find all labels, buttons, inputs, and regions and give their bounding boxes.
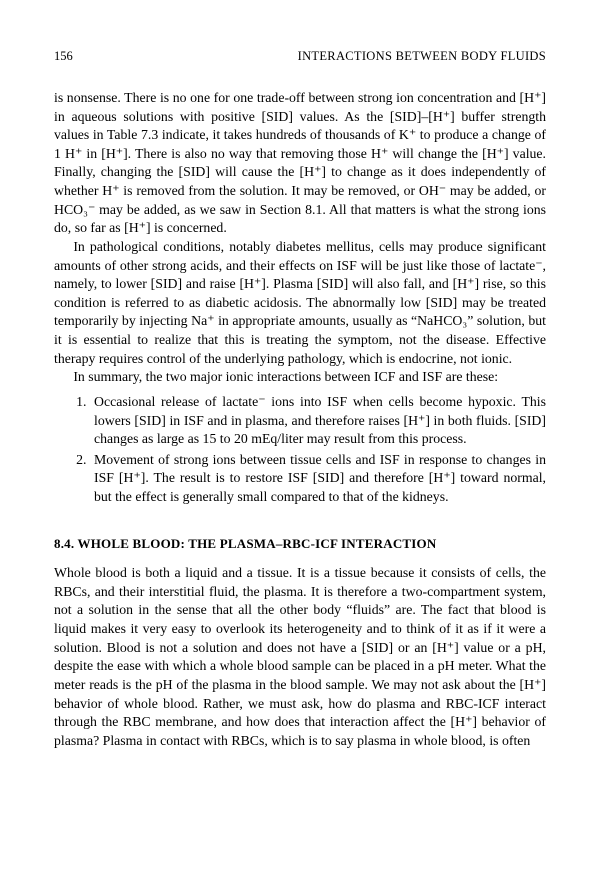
body-paragraph-2: In pathological conditions, notably diab…	[54, 238, 546, 368]
list-item: Occasional release of lactate⁻ ions into…	[90, 393, 546, 449]
list-item: Movement of strong ions between tissue c…	[90, 451, 546, 507]
summary-list: Occasional release of lactate⁻ ions into…	[54, 393, 546, 507]
section-heading: 8.4. WHOLE BLOOD: THE PLASMA–RBC-ICF INT…	[54, 535, 546, 553]
page-header: 156 INTERACTIONS BETWEEN BODY FLUIDS	[54, 48, 546, 65]
body-paragraph-1: is nonsense. There is no one for one tra…	[54, 89, 546, 238]
page-number: 156	[54, 48, 73, 65]
body-paragraph-3: In summary, the two major ionic interact…	[54, 368, 546, 387]
running-title: INTERACTIONS BETWEEN BODY FLUIDS	[298, 48, 546, 65]
body-paragraph-4: Whole blood is both a liquid and a tissu…	[54, 564, 546, 750]
